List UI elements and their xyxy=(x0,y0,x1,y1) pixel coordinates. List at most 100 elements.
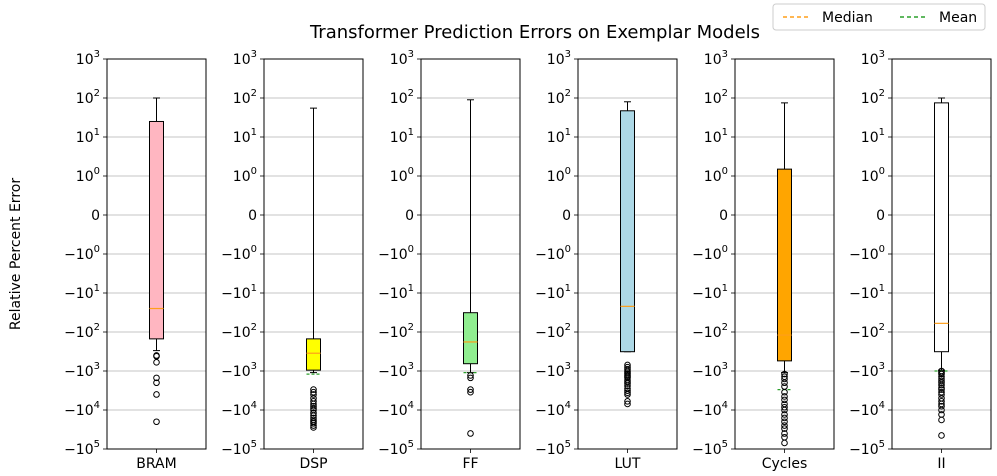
y-tick-label: 103 xyxy=(233,49,257,68)
y-tick-label: −100 xyxy=(692,244,728,263)
y-tick-label: −105 xyxy=(692,439,728,458)
outlier-point xyxy=(624,389,631,396)
outlier-point xyxy=(938,386,945,393)
outlier-point xyxy=(624,391,631,398)
outlier-point xyxy=(310,422,317,429)
box-ii xyxy=(934,102,949,353)
y-tick-label: −100 xyxy=(535,244,571,263)
outlier-point xyxy=(781,418,788,426)
box-dsp xyxy=(306,338,321,371)
x-tick-label: BRAM xyxy=(136,456,176,472)
y-tick-label: −103 xyxy=(221,361,257,380)
y-tick-label: 0 xyxy=(876,208,885,224)
y-tick-label: −100 xyxy=(221,244,257,263)
box-cycles xyxy=(777,168,792,362)
outlier-point xyxy=(938,416,945,424)
y-tick-label: 101 xyxy=(861,127,885,146)
panel-lut: 103 102 101 100 0 −100 −101 −102 −103 −104 −105 LUT xyxy=(535,49,678,472)
outlier-point xyxy=(781,411,788,418)
outlier-point xyxy=(310,409,317,417)
y-tick-label: −101 xyxy=(849,283,885,302)
y-tick-label: −101 xyxy=(692,283,728,302)
y-tick-label: 103 xyxy=(547,49,571,68)
y-tick-label: −102 xyxy=(378,322,414,341)
y-tick-label: 100 xyxy=(76,166,100,185)
outlier-point xyxy=(153,379,160,387)
outlier-point xyxy=(781,425,788,432)
y-tick-label: −103 xyxy=(535,361,571,380)
outlier-point xyxy=(938,381,945,389)
outlier-point xyxy=(624,400,631,408)
outlier-point xyxy=(938,384,945,392)
outlier-point xyxy=(153,391,160,398)
y-tick-label: −105 xyxy=(378,439,414,458)
y-tick-label: 0 xyxy=(562,208,571,224)
panel-bram: 103 102 101 100 0 −100 −101 −102 −103 −104 −105 BRA… xyxy=(64,49,207,472)
y-tick-label: −105 xyxy=(849,439,885,458)
y-tick-label: 102 xyxy=(861,88,885,107)
y-tick-label: 0 xyxy=(91,208,100,224)
y-tick-label: −105 xyxy=(64,439,100,458)
outlier-point xyxy=(938,402,945,410)
x-tick-label: LUT xyxy=(615,456,641,472)
y-tick-label: 100 xyxy=(390,166,414,185)
outlier-point xyxy=(781,403,788,411)
x-tick-label: FF xyxy=(462,456,478,472)
outlier-point xyxy=(310,424,317,431)
outlier-point xyxy=(467,372,474,379)
y-tick-label: −104 xyxy=(221,400,257,419)
y-tick-label: 101 xyxy=(547,127,571,146)
y-tick-label: 103 xyxy=(704,49,728,68)
legend-mean-label: Mean xyxy=(939,10,977,26)
outlier-point xyxy=(781,414,788,422)
y-tick-label: 0 xyxy=(405,208,414,224)
legend-frame xyxy=(772,3,986,31)
outlier-point xyxy=(781,430,788,437)
outlier-point xyxy=(467,374,474,382)
panel-dsp: 103 102 101 100 0 −100 −101 −102 −103 −104 −105 DSP xyxy=(221,49,364,472)
y-tick-label: −100 xyxy=(849,244,885,263)
y-tick-label: −102 xyxy=(221,322,257,341)
y-tick-label: −100 xyxy=(378,244,414,263)
outlier-point xyxy=(938,406,945,414)
legend-median-label: Median xyxy=(822,10,873,26)
outlier-point xyxy=(938,379,945,387)
y-tick-label: −104 xyxy=(849,400,885,419)
y-tick-label: −104 xyxy=(378,400,414,419)
chart-title: Transformer Prediction Errors on Exempla… xyxy=(309,22,760,43)
outlier-point xyxy=(938,398,945,405)
y-tick-label: −100 xyxy=(64,244,100,263)
outlier-point xyxy=(624,382,631,390)
outlier-point xyxy=(938,391,945,398)
y-tick-label: 0 xyxy=(248,208,257,224)
y-tick-label: −101 xyxy=(535,283,571,302)
y-tick-label: 100 xyxy=(233,166,257,185)
outlier-point xyxy=(938,377,945,385)
y-tick-label: 100 xyxy=(547,166,571,185)
y-tick-label: 101 xyxy=(390,127,414,146)
outlier-point xyxy=(624,398,631,405)
outlier-point xyxy=(781,433,788,441)
y-tick-label: 103 xyxy=(76,49,100,68)
outlier-point xyxy=(781,439,788,447)
y-tick-label: 101 xyxy=(76,127,100,146)
outlier-point xyxy=(153,374,160,382)
y-tick-label: −103 xyxy=(692,361,728,380)
y-tick-label: 0 xyxy=(719,208,728,224)
box-bram xyxy=(149,120,164,340)
y-tick-label: −103 xyxy=(849,361,885,380)
y-tick-label: −102 xyxy=(535,322,571,341)
panel-cycles: 103 102 101 100 0 −100 −101 −102 −103 −104 −105 Cyc… xyxy=(692,49,835,472)
outlier-point xyxy=(467,430,474,437)
box-ff xyxy=(463,312,478,365)
y-tick-label: 102 xyxy=(76,88,100,107)
y-tick-label: −102 xyxy=(692,322,728,341)
y-tick-label: 100 xyxy=(704,166,728,185)
y-tick-label: −105 xyxy=(535,439,571,458)
outlier-point xyxy=(310,404,317,412)
outlier-point xyxy=(938,370,945,378)
y-tick-label: 101 xyxy=(233,127,257,146)
legend: Median Mean xyxy=(772,3,986,31)
panels: 103 102 101 100 0 −100 −101 −102 −103 −104 −105 BRA… xyxy=(64,49,992,472)
y-tick-label: 103 xyxy=(390,49,414,68)
